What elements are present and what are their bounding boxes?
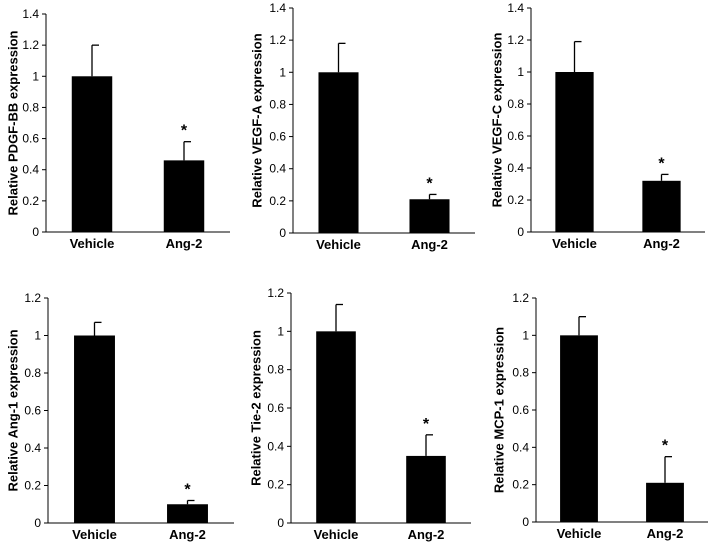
y-tick-label: 1 <box>517 65 524 79</box>
chart-panel-5: 0 0.2 0.4 0.6 0.8 1 1.2 Relative Tie-2 expressi… <box>248 286 471 542</box>
y-tick-label: 0.2 <box>507 193 524 207</box>
category-label: Vehicle <box>314 527 359 542</box>
y-axis-title: Relative MCP-1 expression <box>491 327 506 493</box>
category-label: Ang-2 <box>647 526 684 541</box>
bar-ang-2 <box>167 504 208 523</box>
category-label: Vehicle <box>72 527 117 542</box>
y-tick-label: 0.8 <box>512 366 529 380</box>
y-tick-label: 1 <box>279 65 286 79</box>
y-tick-label: 0 <box>517 225 524 239</box>
bar-ang-2 <box>406 455 446 523</box>
y-tick-label: 0.6 <box>22 132 39 146</box>
significance-asterisk: * <box>426 175 433 192</box>
y-tick-label: 0.6 <box>24 404 41 418</box>
bar-vehicle <box>316 331 356 523</box>
y-tick-label: 0.2 <box>22 194 39 208</box>
y-tick-label: 0.2 <box>269 194 286 208</box>
y-tick-label: 0.8 <box>269 97 286 111</box>
chart-panel-4: 0 0.2 0.4 0.6 0.8 1 1.2 Relative Ang-1 expressi… <box>5 291 234 542</box>
y-tick-label: 0.4 <box>512 440 529 454</box>
y-tick-label: 0.4 <box>24 441 41 455</box>
y-tick-label: 1.4 <box>22 7 39 21</box>
category-label: Ang-2 <box>643 236 680 251</box>
bar-vehicle <box>555 72 594 232</box>
significance-asterisk: * <box>181 123 188 140</box>
y-tick-label: 1.4 <box>269 1 286 15</box>
y-tick-label: 0.8 <box>24 366 41 380</box>
y-tick-label: 0 <box>34 516 41 530</box>
y-tick-label: 0 <box>32 225 39 239</box>
category-label: Ang-2 <box>166 236 203 251</box>
y-tick-label: 1 <box>277 324 284 338</box>
bar-ang-2 <box>409 199 450 233</box>
bar-ang-2 <box>642 180 681 232</box>
y-tick-label: 1 <box>32 69 39 83</box>
chart-panel-2: 0 0.2 0.4 0.6 0.8 1 1.2 1.4 Relative VEGF-A expr… <box>249 1 475 252</box>
y-tick-label: 0.2 <box>267 478 284 492</box>
category-label: Ang-2 <box>169 527 206 542</box>
category-label: Vehicle <box>70 236 115 251</box>
y-tick-label: 0.6 <box>512 403 529 417</box>
significance-asterisk: * <box>184 482 191 499</box>
y-tick-label: 0.4 <box>22 163 39 177</box>
y-tick-label: 0 <box>279 226 286 240</box>
y-axis-title: Relative Tie-2 expression <box>248 330 263 486</box>
y-axis-title: Relative PDGF-BB expression <box>5 30 20 215</box>
y-tick-label: 0.4 <box>269 162 286 176</box>
y-tick-label: 1.4 <box>507 1 524 15</box>
significance-asterisk: * <box>423 416 430 433</box>
y-tick-label: 1 <box>34 329 41 343</box>
bar-vehicle <box>318 72 359 234</box>
y-tick-label: 1.2 <box>269 33 286 47</box>
y-axis-title: Relative Ang-1 expression <box>5 329 20 491</box>
category-label: Ang-2 <box>411 237 448 252</box>
bar-ang-2 <box>163 160 205 232</box>
y-tick-label: 0.6 <box>267 401 284 415</box>
y-tick-label: 0.6 <box>269 130 286 144</box>
bar-vehicle <box>71 76 113 233</box>
bar-vehicle <box>74 335 115 523</box>
y-tick-label: 1.2 <box>267 286 284 300</box>
category-label: Vehicle <box>316 237 361 252</box>
y-tick-label: 1.2 <box>512 291 529 305</box>
chart-panel-6: 0 0.2 0.4 0.6 0.8 1 1.2 Relative MCP-1 expressi… <box>491 291 708 541</box>
category-label: Ang-2 <box>408 527 445 542</box>
y-tick-label: 1 <box>522 328 529 342</box>
y-tick-label: 0.2 <box>512 478 529 492</box>
y-tick-label: 0.4 <box>267 439 284 453</box>
y-axis-title: Relative VEGF-C expression <box>489 33 504 208</box>
bar-vehicle <box>560 335 598 522</box>
y-tick-label: 0 <box>277 516 284 530</box>
y-tick-label: 0.2 <box>24 479 41 493</box>
category-label: Vehicle <box>557 526 602 541</box>
y-tick-label: 0.6 <box>507 129 524 143</box>
y-tick-label: 1.2 <box>22 38 39 52</box>
significance-asterisk: * <box>658 155 665 172</box>
category-label: Vehicle <box>552 236 597 251</box>
chart-panel-3: 0 0.2 0.4 0.6 0.8 1 1.2 1.4 Relative VEGF-C expr… <box>489 1 705 251</box>
y-tick-label: 0 <box>522 515 529 529</box>
y-axis-title: Relative VEGF-A expression <box>249 33 264 207</box>
significance-asterisk: * <box>662 438 669 455</box>
y-tick-label: 0.8 <box>507 97 524 111</box>
y-tick-label: 0.8 <box>267 363 284 377</box>
bar-ang-2 <box>646 482 684 522</box>
y-tick-label: 0.8 <box>22 100 39 114</box>
y-tick-label: 1.2 <box>24 291 41 305</box>
y-tick-label: 0.4 <box>507 161 524 175</box>
y-tick-label: 1.2 <box>507 33 524 47</box>
